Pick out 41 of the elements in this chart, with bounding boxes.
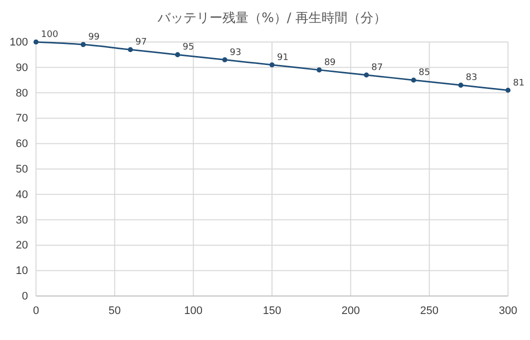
data-label: 100 bbox=[41, 30, 58, 40]
y-tick-label: 10 bbox=[16, 265, 28, 278]
data-label: 93 bbox=[230, 48, 242, 58]
x-tick-label: 200 bbox=[341, 304, 360, 317]
y-tick-label: 30 bbox=[16, 214, 28, 226]
point bbox=[364, 72, 369, 78]
x-tick-label: 250 bbox=[420, 304, 439, 317]
point bbox=[316, 67, 322, 72]
point bbox=[458, 82, 464, 88]
point bbox=[222, 57, 228, 62]
y-tick-label: 60 bbox=[16, 138, 28, 150]
point bbox=[33, 39, 39, 45]
x-tick-label: 300 bbox=[498, 304, 518, 317]
data-label: 85 bbox=[418, 68, 430, 78]
data-label: 91 bbox=[277, 52, 288, 63]
y-tick-label: 90 bbox=[16, 62, 28, 74]
point bbox=[128, 47, 133, 52]
y-tick-label: 20 bbox=[16, 240, 28, 252]
data-label: 83 bbox=[466, 73, 478, 84]
y-tick-label: 40 bbox=[16, 188, 28, 201]
x-tick-label: 150 bbox=[262, 304, 282, 317]
x-tick-label: 50 bbox=[108, 304, 121, 317]
data-label: 87 bbox=[371, 63, 383, 74]
y-tick-label: 0 bbox=[22, 290, 28, 303]
y-tick-label: 80 bbox=[16, 87, 28, 100]
data-label: 99 bbox=[88, 32, 100, 43]
chart-title: バッテリー残量（%）/ 再生時間（分） bbox=[156, 11, 386, 26]
y-tick-label: 100 bbox=[10, 36, 28, 49]
data-label: 81 bbox=[513, 78, 524, 88]
data-label: 95 bbox=[182, 42, 194, 53]
x-tick-label: 100 bbox=[184, 304, 203, 317]
x-tick-label: 0 bbox=[32, 304, 40, 317]
data-label: 89 bbox=[324, 58, 336, 68]
y-tick-label: 50 bbox=[16, 164, 28, 176]
point bbox=[269, 62, 275, 68]
point bbox=[505, 88, 511, 93]
point bbox=[411, 78, 416, 83]
y-tick-label: 70 bbox=[16, 112, 28, 125]
point bbox=[80, 42, 86, 48]
data-label: 97 bbox=[135, 38, 147, 48]
point bbox=[175, 52, 180, 58]
